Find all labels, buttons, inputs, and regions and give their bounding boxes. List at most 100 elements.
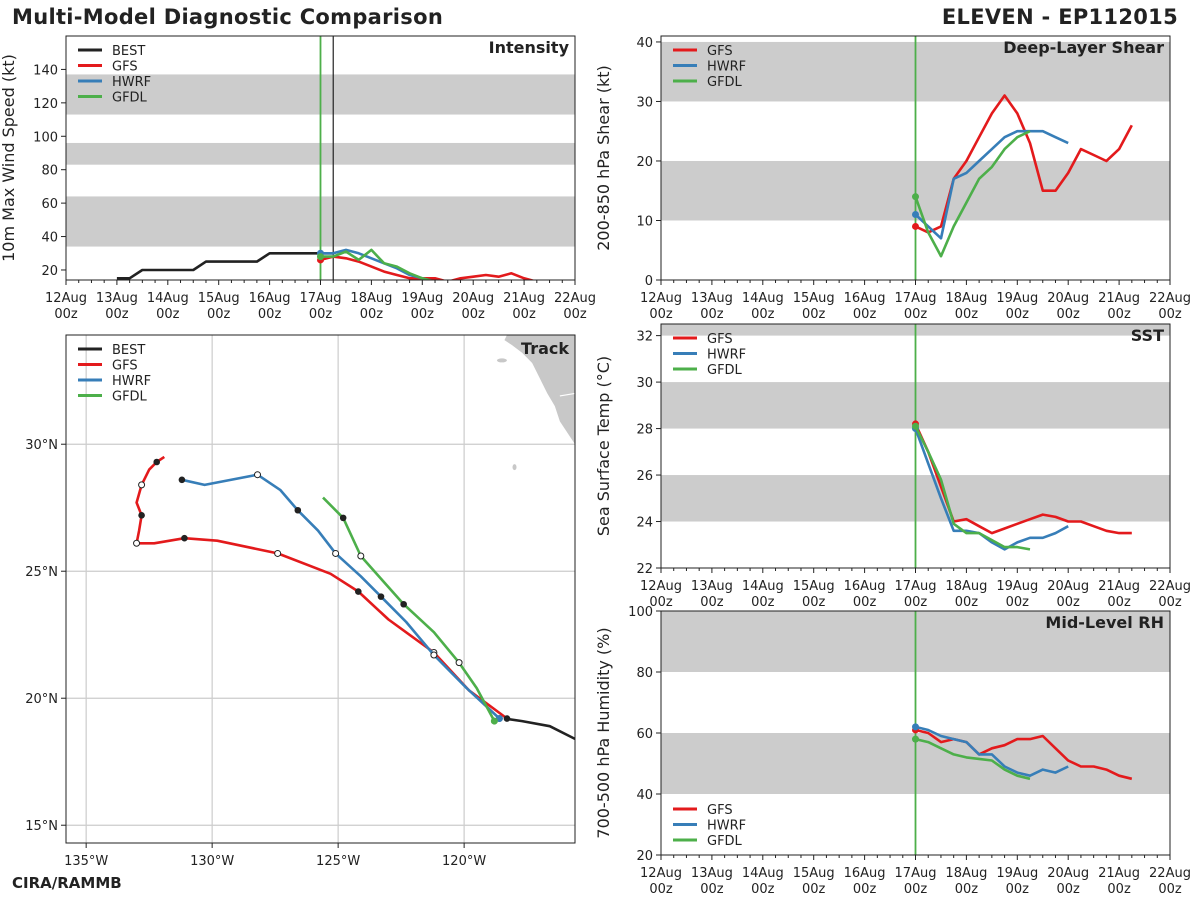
land-mass bbox=[504, 335, 575, 445]
rh-ylabel: 700-500 hPa Humidity (%) bbox=[594, 627, 613, 838]
track-xtick-label: 120°W bbox=[442, 854, 486, 869]
intensity-legend-label-gfs: GFS bbox=[112, 60, 138, 75]
sst-xtick-label: 00z bbox=[751, 595, 775, 610]
intensity-xtick-label: 00z bbox=[105, 307, 129, 322]
sst-xtick-label: 00z bbox=[955, 595, 979, 610]
track-marker-open bbox=[274, 549, 282, 557]
sst-title: SST bbox=[1131, 326, 1164, 345]
shear-series-hwrf bbox=[914, 129, 1069, 240]
track-marker-open bbox=[138, 481, 146, 489]
shear-xtick-label: 13Aug bbox=[691, 291, 733, 306]
shear-xtick-label: 00z bbox=[751, 307, 775, 322]
rh-xtick-label: 21Aug bbox=[1098, 866, 1140, 881]
intensity-ytick-label: 140 bbox=[33, 63, 58, 78]
intensity-xtick-label: 00z bbox=[309, 307, 333, 322]
track-xtick-label: 125°W bbox=[316, 854, 360, 869]
intensity-xtick-label: 00z bbox=[411, 307, 435, 322]
intensity-series-gfdl bbox=[320, 248, 434, 280]
island bbox=[496, 358, 507, 363]
sst-xtick-label: 20Aug bbox=[1047, 579, 1089, 594]
sst-series-gfdl bbox=[914, 425, 1031, 551]
intensity-series-gfs bbox=[320, 255, 536, 280]
rh-start-dot-gfdl bbox=[912, 735, 919, 743]
rh-ytick-label: 20 bbox=[636, 849, 653, 864]
sst-xtick-label: 21Aug bbox=[1098, 579, 1140, 594]
shear-xtick-label: 14Aug bbox=[742, 291, 784, 306]
sst-ytick-label: 32 bbox=[636, 330, 653, 345]
track-marker-filled bbox=[294, 506, 302, 514]
rh-xtick-label: 00z bbox=[955, 882, 979, 897]
shear-xtick-label: 15Aug bbox=[793, 291, 835, 306]
sst-xtick-label: 00z bbox=[700, 595, 724, 610]
intensity-ytick-label: 60 bbox=[41, 197, 58, 212]
shear-xtick-label: 22Aug bbox=[1149, 291, 1191, 306]
shear-title: Deep-Layer Shear bbox=[1003, 38, 1164, 57]
intensity-ytick-label: 20 bbox=[41, 264, 58, 279]
track-series-best bbox=[504, 717, 575, 741]
sst-xtick-label: 00z bbox=[649, 595, 673, 610]
intensity-xtick-label: 19Aug bbox=[401, 291, 443, 306]
track-frame bbox=[65, 334, 576, 844]
intensity-plot-area bbox=[66, 36, 575, 280]
shear-legend-label-gfdl: GFDL bbox=[707, 75, 743, 90]
sst-xtick-label: 22Aug bbox=[1149, 579, 1191, 594]
rh-xtick-label: 22Aug bbox=[1149, 866, 1191, 881]
intensity-start-dot-gfdl bbox=[317, 253, 324, 261]
track-plot-area bbox=[66, 335, 575, 843]
intensity-xtick-label: 21Aug bbox=[503, 291, 545, 306]
shear-ytick-label: 20 bbox=[636, 155, 653, 170]
track-series-gfs bbox=[135, 455, 508, 720]
rh-ytick-label: 100 bbox=[628, 605, 653, 620]
rh-xtick-label: 00z bbox=[1158, 882, 1182, 897]
rh-xtick-label: 18Aug bbox=[945, 866, 987, 881]
sst-xtick-label: 00z bbox=[1006, 595, 1030, 610]
intensity-ylabel: 10m Max Wind Speed (kt) bbox=[0, 54, 18, 262]
sst-ytick-label: 28 bbox=[636, 423, 653, 438]
track-legend-label-gfs: GFS bbox=[112, 359, 138, 374]
rh-start-dot-hwrf bbox=[912, 723, 919, 731]
intensity-xtick-label: 20Aug bbox=[452, 291, 494, 306]
intensity-xtick-label: 17Aug bbox=[300, 291, 342, 306]
shear-xtick-label: 12Aug bbox=[640, 291, 682, 306]
rh-xtick-label: 19Aug bbox=[996, 866, 1038, 881]
track-ytick-label: 30°N bbox=[25, 438, 58, 453]
sst-ytick-label: 22 bbox=[636, 562, 653, 577]
shear-xtick-label: 00z bbox=[853, 307, 877, 322]
intensity-xtick-label: 00z bbox=[258, 307, 282, 322]
intensity-xtick-label: 00z bbox=[207, 307, 231, 322]
rh-legend-label-gfs: GFS bbox=[707, 803, 733, 818]
track-legend-label-hwrf: HWRF bbox=[112, 374, 151, 389]
rh-xtick-label: 00z bbox=[649, 882, 673, 897]
intensity-xtick-label: 00z bbox=[512, 307, 536, 322]
track-legend-label-best: BEST bbox=[112, 343, 145, 358]
intensity-xtick-label: 12Aug bbox=[45, 291, 87, 306]
rh-xtick-label: 12Aug bbox=[640, 866, 682, 881]
track-xtick-label: 135°W bbox=[64, 854, 108, 869]
rh-title: Mid-Level RH bbox=[1045, 613, 1164, 632]
track-marker-filled bbox=[138, 512, 145, 519]
shear-ylabel: 200-850 hPa Shear (kt) bbox=[594, 65, 613, 251]
intensity-ytick-label: 120 bbox=[33, 97, 58, 112]
rh-xtick-label: 00z bbox=[751, 882, 775, 897]
rh-xtick-label: 00z bbox=[802, 882, 826, 897]
rh-ytick-label: 40 bbox=[636, 788, 653, 803]
shear-xtick-label: 18Aug bbox=[945, 291, 987, 306]
track-marker-open bbox=[133, 539, 141, 547]
shear-start-dot-hwrf bbox=[912, 211, 919, 219]
rh-xtick-label: 15Aug bbox=[793, 866, 835, 881]
shear-xtick-label: 00z bbox=[1158, 307, 1182, 322]
sst-ytick-label: 30 bbox=[636, 376, 653, 391]
shear-xtick-label: 20Aug bbox=[1047, 291, 1089, 306]
shear-xtick-label: 19Aug bbox=[996, 291, 1038, 306]
intensity-legend-label-best: BEST bbox=[112, 44, 145, 59]
intensity-series-best bbox=[116, 252, 334, 280]
track-ytick-label: 20°N bbox=[25, 692, 58, 707]
intensity-xtick-label: 00z bbox=[156, 307, 180, 322]
rh-xtick-label: 00z bbox=[1057, 882, 1081, 897]
track-start-gfdl bbox=[490, 717, 498, 725]
rh-xtick-label: 16Aug bbox=[844, 866, 886, 881]
shear-xtick-label: 17Aug bbox=[895, 291, 937, 306]
intensity-ytick-label: 100 bbox=[33, 130, 58, 145]
track-marker-open bbox=[332, 549, 340, 557]
